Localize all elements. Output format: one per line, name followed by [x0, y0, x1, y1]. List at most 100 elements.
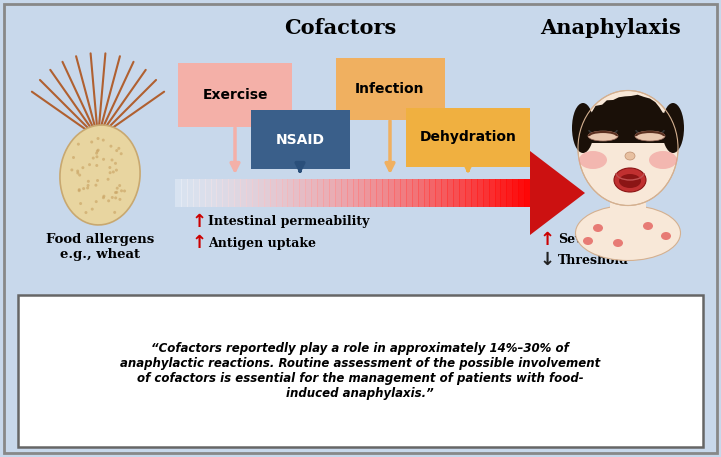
- Text: Exercise: Exercise: [203, 88, 267, 102]
- Bar: [199, 179, 205, 207]
- Bar: [500, 179, 508, 207]
- Bar: [181, 179, 188, 207]
- Ellipse shape: [115, 191, 118, 194]
- Bar: [305, 179, 312, 207]
- Text: Anaphylaxis: Anaphylaxis: [539, 18, 681, 38]
- Ellipse shape: [97, 149, 99, 152]
- Bar: [382, 179, 389, 207]
- Ellipse shape: [102, 195, 105, 198]
- Bar: [216, 179, 224, 207]
- Polygon shape: [530, 151, 585, 235]
- Bar: [317, 179, 324, 207]
- Bar: [311, 179, 318, 207]
- Ellipse shape: [86, 186, 89, 190]
- Ellipse shape: [123, 190, 126, 192]
- Text: ↓: ↓: [540, 251, 555, 269]
- Text: Dehydration: Dehydration: [420, 131, 516, 144]
- Text: Threshold: Threshold: [558, 254, 629, 266]
- Bar: [299, 179, 306, 207]
- Ellipse shape: [84, 211, 87, 214]
- Bar: [400, 179, 407, 207]
- Bar: [441, 179, 448, 207]
- Bar: [482, 179, 490, 207]
- Ellipse shape: [81, 166, 84, 169]
- FancyBboxPatch shape: [4, 4, 717, 453]
- Bar: [371, 179, 377, 207]
- Bar: [340, 179, 348, 207]
- FancyBboxPatch shape: [406, 108, 530, 167]
- Ellipse shape: [102, 138, 105, 142]
- Bar: [610, 193, 646, 235]
- Ellipse shape: [90, 140, 93, 143]
- Ellipse shape: [107, 199, 110, 202]
- Text: Antigen uptake: Antigen uptake: [208, 237, 316, 250]
- FancyBboxPatch shape: [250, 110, 350, 169]
- Bar: [489, 179, 495, 207]
- Ellipse shape: [661, 232, 671, 240]
- Ellipse shape: [593, 224, 603, 232]
- Bar: [205, 179, 211, 207]
- Ellipse shape: [95, 164, 98, 167]
- Bar: [258, 179, 265, 207]
- Bar: [275, 179, 283, 207]
- Ellipse shape: [78, 188, 81, 191]
- Ellipse shape: [115, 187, 119, 190]
- FancyBboxPatch shape: [178, 63, 292, 127]
- Ellipse shape: [578, 90, 678, 206]
- Ellipse shape: [613, 239, 623, 247]
- Ellipse shape: [113, 211, 116, 214]
- Ellipse shape: [120, 189, 123, 192]
- Ellipse shape: [583, 237, 593, 245]
- Ellipse shape: [112, 170, 115, 174]
- Ellipse shape: [102, 158, 105, 161]
- Ellipse shape: [77, 143, 80, 146]
- Bar: [388, 179, 395, 207]
- Bar: [394, 179, 401, 207]
- Ellipse shape: [109, 171, 112, 174]
- Bar: [270, 179, 277, 207]
- Bar: [211, 179, 218, 207]
- Ellipse shape: [72, 156, 75, 159]
- Bar: [447, 179, 454, 207]
- Bar: [435, 179, 442, 207]
- Bar: [453, 179, 460, 207]
- Bar: [459, 179, 466, 207]
- Bar: [423, 179, 430, 207]
- Ellipse shape: [95, 152, 98, 154]
- Ellipse shape: [572, 103, 594, 153]
- Text: ↑: ↑: [192, 213, 207, 231]
- Bar: [524, 179, 531, 207]
- Bar: [495, 179, 501, 207]
- Ellipse shape: [78, 189, 81, 192]
- Ellipse shape: [96, 179, 99, 182]
- Ellipse shape: [94, 200, 98, 203]
- Bar: [293, 179, 300, 207]
- Ellipse shape: [114, 197, 118, 199]
- Text: “Cofactors reportedly play a role in approximately 14%–30% of
anaphylactic react: “Cofactors reportedly play a role in app…: [120, 342, 600, 400]
- Bar: [193, 179, 200, 207]
- Bar: [358, 179, 366, 207]
- Bar: [412, 179, 419, 207]
- Ellipse shape: [114, 191, 117, 194]
- Ellipse shape: [110, 145, 112, 148]
- Ellipse shape: [92, 157, 94, 159]
- FancyBboxPatch shape: [18, 295, 703, 447]
- Bar: [264, 179, 270, 207]
- Bar: [335, 179, 342, 207]
- Bar: [187, 179, 194, 207]
- Bar: [512, 179, 519, 207]
- Ellipse shape: [579, 151, 607, 169]
- Ellipse shape: [94, 184, 97, 187]
- Bar: [465, 179, 472, 207]
- Text: Food allergens
e.g., wheat: Food allergens e.g., wheat: [46, 233, 154, 261]
- Bar: [506, 179, 513, 207]
- Ellipse shape: [115, 169, 118, 172]
- Bar: [252, 179, 259, 207]
- Ellipse shape: [118, 184, 121, 187]
- Ellipse shape: [643, 222, 653, 230]
- Bar: [281, 179, 288, 207]
- Ellipse shape: [88, 163, 91, 166]
- Bar: [240, 179, 247, 207]
- Ellipse shape: [614, 168, 646, 192]
- Text: Intestinal permeability: Intestinal permeability: [208, 216, 369, 228]
